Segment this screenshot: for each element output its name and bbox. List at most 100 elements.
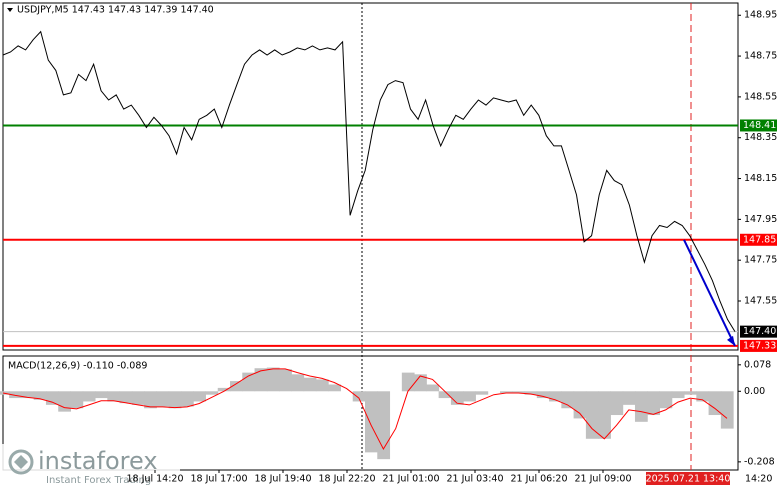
- macd-bar: [119, 391, 133, 404]
- macd-bar: [561, 391, 575, 409]
- macd-bar: [585, 391, 599, 439]
- macd-bar: [438, 391, 452, 399]
- y-tick-label: 147.55: [744, 296, 777, 307]
- macd-bar: [45, 391, 59, 405]
- x-tick-label: 14:20: [745, 474, 772, 485]
- macd-bar: [180, 391, 194, 407]
- level-label: 148.41: [743, 120, 776, 131]
- macd-bar: [684, 391, 697, 395]
- macd-bar: [549, 391, 562, 402]
- macd-bar: [303, 377, 317, 392]
- macd-bar: [610, 391, 624, 416]
- macd-bar: [671, 391, 685, 399]
- macd-bar: [352, 391, 366, 402]
- macd-bar: [131, 391, 145, 405]
- macd-bar: [328, 384, 341, 392]
- y-tick-label: 147.95: [744, 214, 777, 225]
- macd-bar: [144, 391, 157, 409]
- x-tick-label: 21 Jul 01:00: [383, 474, 440, 485]
- macd-bar: [70, 391, 84, 409]
- macd-bar: [696, 391, 710, 402]
- cursor-label-box: [646, 472, 730, 485]
- logo-name: instaforex: [38, 447, 158, 475]
- logo: instaforex Instant Forex Trading: [0, 444, 180, 489]
- macd-bar: [9, 391, 22, 399]
- y-tick-label: 147.75: [744, 255, 777, 266]
- macd-bar: [365, 391, 378, 453]
- y-tick-label: -0.208: [744, 456, 775, 467]
- x-tick-label: 21 Jul 03:40: [447, 474, 504, 485]
- macd-header: MACD(12,26,9) -0.110 -0.089: [8, 361, 147, 372]
- macd-bar: [156, 391, 170, 407]
- macd-bar: [512, 391, 526, 393]
- y-tick-label: 148.35: [744, 132, 777, 143]
- macd-bar: [414, 374, 427, 392]
- logo-icon: [8, 449, 34, 475]
- y-tick-label: 148.55: [744, 91, 777, 102]
- macd-bar: [205, 391, 219, 395]
- macd-bar: [401, 372, 415, 392]
- chart-header: USDJPY,M5 147.43 147.43 147.39 147.40: [17, 5, 214, 16]
- level-label-box: [740, 233, 777, 246]
- macd-bar: [426, 384, 440, 392]
- price-line: [2, 30, 736, 332]
- macd-bar: [33, 391, 47, 400]
- x-tick-label: 18 Jul 14:20: [127, 474, 184, 485]
- level-label: 147.33: [743, 340, 776, 351]
- macd-bar: [524, 391, 538, 395]
- signal-line: [2, 368, 728, 451]
- level-label: 147.85: [743, 234, 776, 245]
- macd-bar: [266, 367, 280, 392]
- macd-bar: [217, 387, 231, 392]
- trend-arrow-head: [727, 335, 735, 346]
- macd-bar: [536, 391, 550, 399]
- x-tick-label: 21 Jul 09:00: [575, 474, 632, 485]
- y-tick-label: 148.15: [744, 173, 777, 184]
- menu-triangle: [7, 8, 13, 12]
- x-tick-label: 18 Jul 17:00: [191, 474, 248, 485]
- level-label-box: [740, 119, 777, 132]
- macd-bar: [622, 391, 636, 405]
- macd-bar: [475, 391, 489, 395]
- logo-icon-mark: [14, 455, 28, 469]
- main-panel: [2, 2, 739, 351]
- macd-bar: [499, 391, 513, 393]
- macd-bar: [634, 391, 648, 422]
- macd-bar: [107, 391, 121, 402]
- macd-bar: [598, 391, 611, 439]
- macd-bar: [450, 391, 464, 405]
- macd-bar: [21, 391, 35, 399]
- level-label-box: [740, 325, 777, 338]
- macd-bar: [193, 391, 206, 402]
- x-tick-label: 18 Jul 19:40: [255, 474, 312, 485]
- macd-bar: [647, 391, 661, 416]
- macd-bar: [463, 391, 476, 402]
- logo-tagline: Instant Forex Trading: [46, 475, 151, 486]
- macd-bar: [279, 369, 292, 392]
- macd-bar: [659, 391, 673, 409]
- x-tick-label: 21 Jul 06:20: [511, 474, 568, 485]
- macd-bar: [720, 391, 734, 429]
- y-tick-label: 0.00: [744, 386, 765, 397]
- macd-bar: [708, 391, 722, 416]
- macd-bar: [82, 391, 96, 402]
- macd-bar: [168, 391, 182, 409]
- trend-arrow: [683, 239, 736, 347]
- macd-bar: [230, 381, 243, 392]
- y-tick-label: 0.078: [744, 359, 771, 370]
- x-tick-label: 18 Jul 22:20: [319, 474, 376, 485]
- level-label-box: [740, 339, 777, 352]
- level-label: 147.40: [743, 326, 776, 337]
- y-tick-label: 148.95: [744, 10, 777, 21]
- macd-bar: [291, 374, 305, 392]
- cursor-label: 2025.07.21 13:40: [646, 474, 731, 485]
- macd-bar: [377, 391, 391, 460]
- y-tick-label: 148.75: [744, 51, 777, 62]
- macd-bar: [254, 368, 268, 392]
- macd-bar: [315, 379, 329, 392]
- macd-panel: [2, 355, 739, 471]
- macd-bar: [95, 391, 108, 399]
